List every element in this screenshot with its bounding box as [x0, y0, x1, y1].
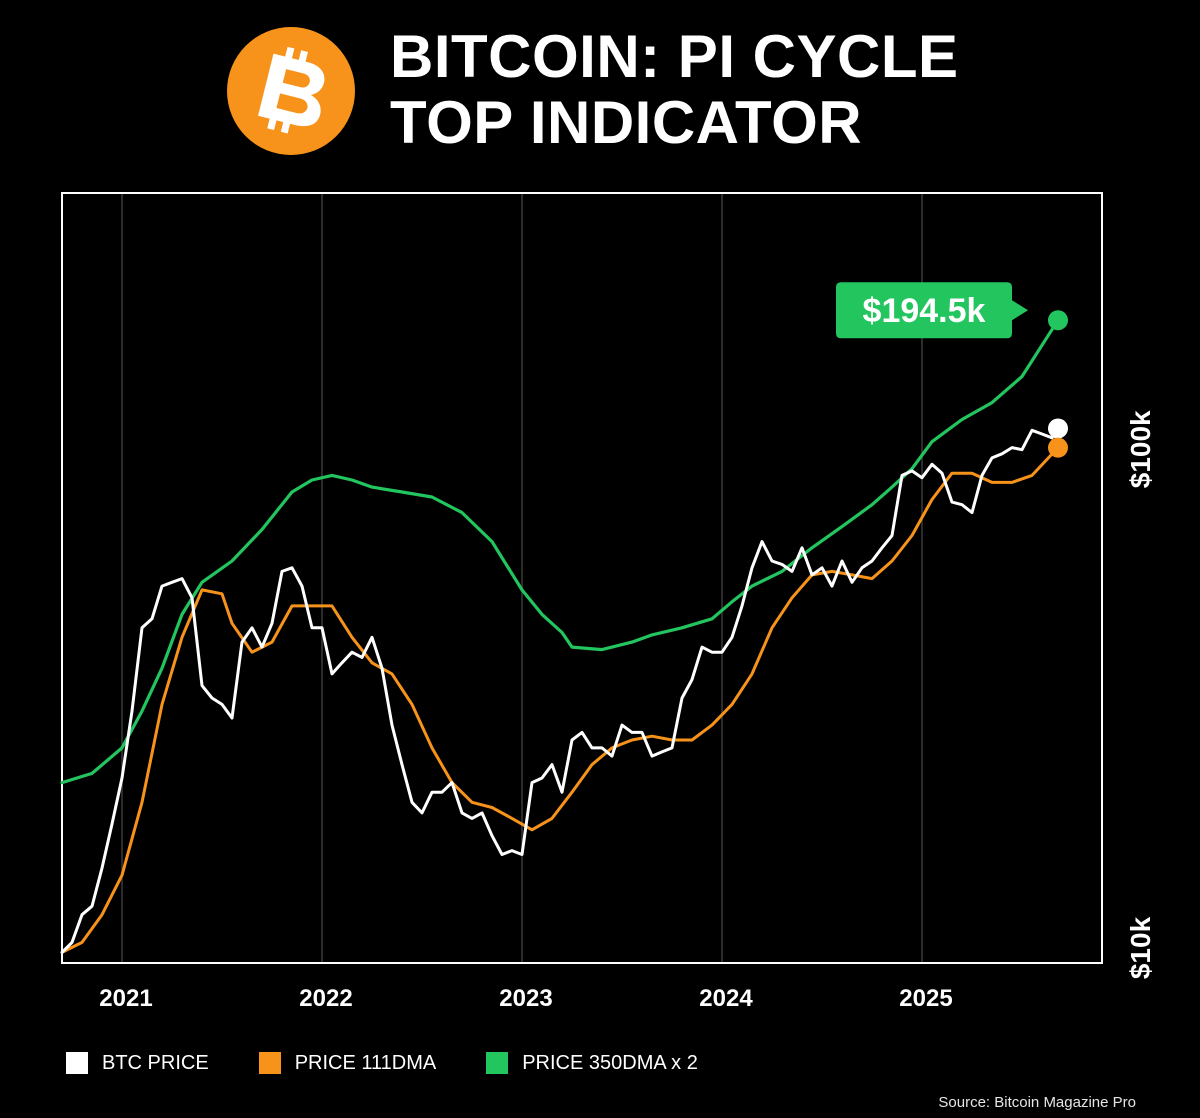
x-tick-label: 2021	[99, 985, 152, 1012]
legend-item-111dma: PRICE 111DMA	[258, 1051, 437, 1075]
btc-price-end-marker	[1048, 418, 1068, 439]
x-tick-label: 2022	[299, 985, 352, 1012]
price-350dma-x2-line	[60, 318, 1060, 785]
legend-swatch-350dma-x2	[486, 1052, 509, 1074]
x-tick-label: 2024	[699, 985, 753, 1012]
x-tick-label: 2023	[499, 985, 552, 1012]
legend-label-111dma: PRICE 111DMA	[294, 1051, 437, 1074]
source-note: Source: Bitcoin Magazine Pro	[938, 1094, 1136, 1111]
title-line-1: BITCOIN: PI CYCLE	[390, 23, 959, 90]
callout-box	[836, 282, 1028, 339]
title-line-2: TOP INDICATOR	[390, 89, 863, 156]
legend-label-btc-price: BTC PRICE	[102, 1051, 209, 1074]
legend-item-btc-price: BTC PRICE	[66, 1052, 209, 1075]
price-callout: $194.5k	[836, 282, 1028, 339]
price-350dma-x2-end-marker	[1048, 310, 1068, 331]
callout-label: $194.5k	[863, 292, 986, 330]
price-111dma-end-marker	[1048, 437, 1068, 458]
end-markers	[1048, 310, 1068, 458]
y-tick-label: $10k	[1125, 916, 1156, 979]
legend-swatch-btc-price	[66, 1052, 88, 1074]
page-title: BITCOIN: PI CYCLE TOP INDICATOR	[390, 24, 959, 156]
price-111dma-line	[60, 446, 1060, 954]
legend-swatch-111dma	[258, 1052, 281, 1074]
series-layer	[60, 318, 1060, 954]
y-tick-label: $100k	[1125, 410, 1156, 488]
header: BITCOIN: PI CYCLE TOP INDICATOR	[0, 0, 1200, 180]
legend-label-350dma-x2: PRICE 350DMA x 2	[522, 1051, 698, 1074]
plot-frame	[61, 192, 1103, 964]
legend-item-350dma-x2: PRICE 350DMA x 2	[486, 1052, 698, 1075]
btc-price-line	[60, 427, 1060, 954]
y-axis-ticks: $10k $100k	[1125, 410, 1156, 979]
pi-cycle-chart: $194.5k 2021 2022 2023 2024 2025 $10k $100k	[60, 192, 1156, 1012]
bitcoin-logo-icon	[227, 27, 355, 155]
x-tick-label: 2025	[899, 985, 952, 1012]
x-axis-ticks: 2021 2022 2023 2024 2025	[99, 985, 952, 1012]
legend: BTC PRICE PRICE 111DMA PRICE 350DMA x 2	[66, 1048, 748, 1078]
